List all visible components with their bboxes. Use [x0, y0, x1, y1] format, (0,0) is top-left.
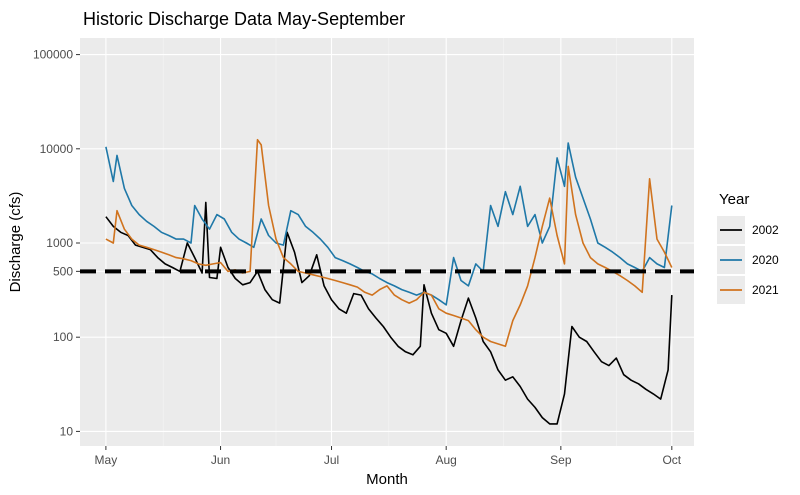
x-tick-label: Jul [324, 453, 339, 467]
x-tick-label: Sep [550, 453, 572, 467]
y-tick-label: 10000 [40, 142, 74, 156]
legend-label-2020: 2020 [752, 253, 779, 267]
y-axis-title: Discharge (cfs) [7, 192, 24, 293]
x-tick-label: Aug [436, 453, 457, 467]
y-axis: 10 100 500 1000 10000 100000 [33, 48, 80, 438]
legend: Year 2002 2020 2021 [717, 191, 779, 304]
x-axis-title: Month [366, 471, 408, 488]
series-line-2021 [105, 138, 673, 348]
y-tick-label: 10 [60, 424, 74, 438]
y-tick-label: 100 [53, 330, 73, 344]
y-tick-label: 500 [53, 264, 73, 278]
series-layer [105, 138, 673, 425]
x-axis: May Jun Jul Aug Sep Oct [95, 446, 682, 467]
y-tick-label: 1000 [46, 236, 73, 250]
plot-panel [80, 38, 694, 446]
legend-label-2002: 2002 [752, 223, 779, 237]
chart-title: Historic Discharge Data May-September [83, 9, 405, 29]
x-tick-label: Oct [662, 453, 681, 467]
series-line-2002 [105, 201, 673, 425]
series-line-2020 [105, 142, 673, 306]
y-tick-label: 100000 [33, 48, 73, 62]
legend-title: Year [719, 191, 749, 208]
x-tick-label: May [95, 453, 118, 467]
x-tick-label: Jun [211, 453, 230, 467]
legend-label-2021: 2021 [752, 283, 779, 297]
